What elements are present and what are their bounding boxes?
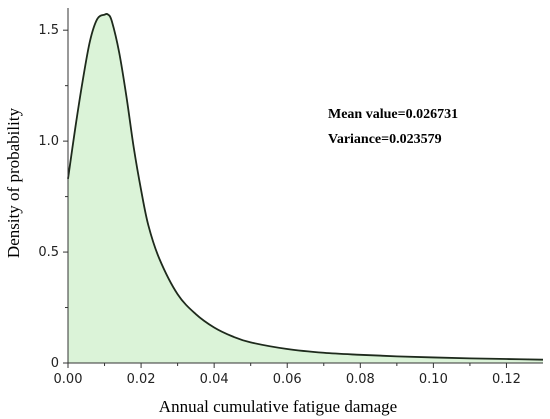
x-tick-label: 0.06 — [273, 372, 302, 387]
y-axis-title: Density of probability — [4, 107, 23, 258]
annotation-mean: Mean value=0.026731 — [328, 107, 458, 122]
y-tick-label: 0 — [51, 356, 59, 371]
x-axis-title: Annual cumulative fatigue damage — [159, 397, 397, 416]
axes-layer — [67, 8, 543, 364]
x-tick-label: 0.08 — [346, 372, 375, 387]
x-tick-label: 0.04 — [200, 372, 229, 387]
density-area-layer — [67, 13, 544, 364]
x-tick-label: 0.02 — [127, 372, 156, 387]
ticks-layer: 0.00 0.02 0.04 0.06 0.08 0.10 0.12 0 0.5 1.0 1.5 — [38, 23, 521, 387]
x-tick-label: 0.10 — [419, 372, 448, 387]
density-fill-area — [68, 13, 543, 364]
density-curve — [67, 13, 544, 361]
y-tick-label: 1.5 — [38, 23, 59, 38]
annotation-variance: Variance=0.023579 — [328, 132, 442, 147]
x-tick-label: 0.00 — [54, 372, 83, 387]
x-tick-label: 0.12 — [492, 372, 521, 387]
y-tick-label: 1.0 — [38, 134, 59, 149]
y-tick-label: 0.5 — [38, 245, 59, 260]
